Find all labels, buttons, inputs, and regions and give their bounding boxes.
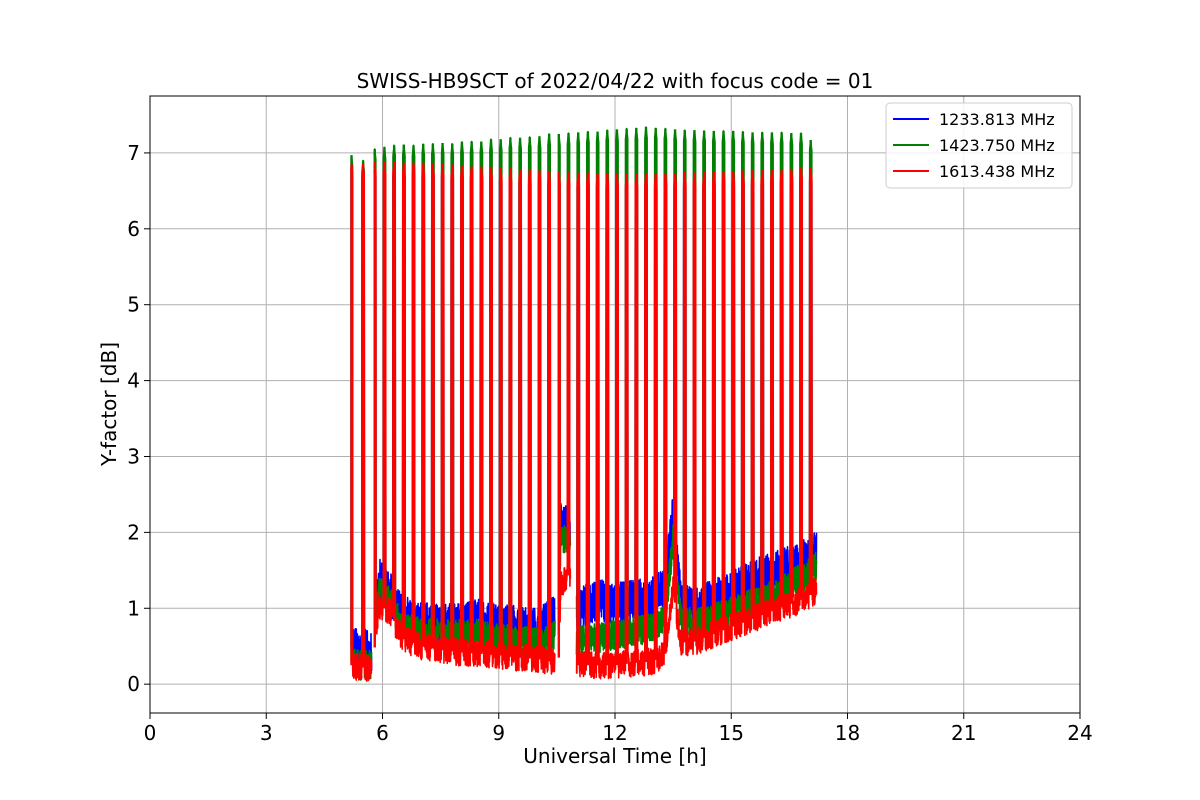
x-tick-label: 15 (719, 721, 744, 745)
grid-layer (149, 96, 1081, 713)
x-tick-label: 12 (602, 721, 627, 745)
y-tick-label: 5 (127, 293, 140, 317)
chart-title: SWISS-HB9SCT of 2022/04/22 with focus co… (357, 69, 874, 93)
legend-label: 1423.750 MHz (939, 136, 1055, 155)
legend: 1233.813 MHz 1423.750 MHz 1613.438 MHz (885, 102, 1073, 189)
x-tick-label: 21 (951, 721, 976, 745)
y-tick-label: 0 (127, 672, 140, 696)
y-tick-label: 4 (127, 369, 140, 393)
legend-label: 1233.813 MHz (939, 110, 1055, 129)
y-tick-label: 6 (127, 217, 140, 241)
y-tick-label: 1 (127, 596, 140, 620)
x-tick-label: 6 (376, 721, 389, 745)
legend-box (885, 102, 1073, 189)
y-tick-label: 7 (127, 141, 140, 165)
series-line (350, 161, 818, 682)
x-tick-label: 0 (144, 721, 157, 745)
legend-items: 1233.813 MHz 1423.750 MHz 1613.438 MHz (893, 110, 1055, 181)
y-tick-label: 2 (127, 520, 140, 544)
x-axis-label: Universal Time [h] (523, 744, 706, 768)
y-tick-label: 3 (127, 444, 140, 468)
x-tick-label: 3 (260, 721, 273, 745)
x-tick-label: 18 (835, 721, 860, 745)
y-axis-label: Y-factor [dB] (97, 342, 121, 467)
series-layer (350, 126, 818, 682)
series-2 (350, 161, 818, 682)
x-tick-label: 9 (492, 721, 505, 745)
legend-label: 1613.438 MHz (939, 162, 1055, 181)
x-tick-label: 24 (1067, 721, 1092, 745)
